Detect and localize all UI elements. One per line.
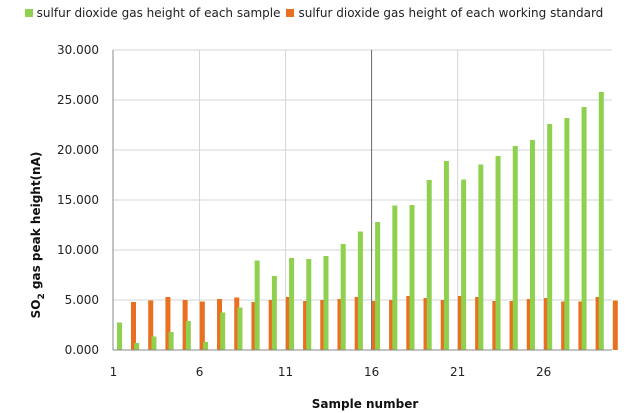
bar-sample [443,161,449,350]
bar-standard [320,300,326,350]
bar-standard [526,299,532,350]
bar-sample [392,205,398,350]
bar-sample [168,332,174,350]
x-tick-label: 26 [536,365,551,379]
bar-sample [426,180,432,350]
bar-standard [406,296,412,350]
bar-standard [165,297,171,350]
bar-standard [251,302,257,350]
bar-sample [461,179,467,350]
bar-sample [512,146,518,350]
x-tick-label: 1 [110,365,118,379]
bar-sample [185,321,191,350]
bar-standard [285,297,291,350]
bar-standard [371,301,377,350]
bar-standard [440,300,446,350]
bar-sample [306,259,312,350]
bar-sample [271,276,277,350]
bar-sample [254,260,260,350]
bar-sample [203,342,209,350]
bar-sample [529,140,535,350]
bar-standard [612,300,618,350]
bar-standard [148,300,154,350]
bar-sample [289,258,295,350]
bar-sample [409,205,415,350]
x-tick-label: 21 [450,365,465,379]
y-tick-label: 5.000 [65,293,99,307]
axes [112,50,612,351]
bar-standard [509,301,515,350]
bar-standard [457,296,463,350]
legend-label-standard: sulfur dioxide gas height of each workin… [298,6,604,20]
bar-standard [423,298,429,350]
bar-sample [220,312,226,350]
bar-standard [492,301,498,350]
y-tick-label: 10.000 [57,243,99,257]
x-tick-label: 6 [196,365,204,379]
y-axis-title: SO2 gas peak height(nA) [29,152,47,319]
legend-swatch-sample [24,9,33,17]
bar-standard [217,299,223,350]
bar-standard [337,299,343,350]
legend-item-sample: sulfur dioxide gas height of each sample [24,6,281,20]
bar-sample [598,92,604,350]
bar-sample [117,322,122,350]
y-tick-label: 30.000 [57,43,99,57]
bar-sample [151,336,157,350]
bar-sample [564,118,570,350]
bar-standard [234,297,240,350]
bar-sample [375,222,381,350]
bar-standard [561,301,567,350]
bar-sample [237,307,243,350]
bar-standard [303,301,309,350]
chart-legend: sulfur dioxide gas height of each sample… [0,6,628,20]
y-tick-label: 20.000 [57,143,99,157]
bar-sample [323,256,329,350]
x-tick-label: 11 [278,365,293,379]
x-axis-title: Sample number [312,397,419,411]
y-tick-label: 25.000 [57,93,99,107]
y-tick-label: 0.000 [65,343,99,357]
bar-standard [354,297,360,350]
y-tick-label: 15.000 [57,193,99,207]
bar-sample [478,164,484,350]
bar-standard [475,297,481,350]
bar-sample [495,156,501,350]
legend-label-sample: sulfur dioxide gas height of each sample [36,6,281,20]
bar-standard [543,298,549,350]
bar-standard [199,301,205,350]
bar-sample [547,124,553,350]
bar-standard [578,301,584,350]
bar-standard [268,300,274,350]
bar-sample [357,231,363,350]
bar-sample [340,244,346,350]
bar-standard [595,297,601,350]
bar-standard [389,300,395,350]
bar-standard [131,302,136,350]
bars [117,92,618,350]
legend-item-standard: sulfur dioxide gas height of each workin… [286,6,603,20]
tick-labels: 0.000 5.000 10.000 15.000 20.000 25.000 30.000… [57,43,551,379]
bar-sample [581,107,587,350]
x-tick-label: 16 [364,365,379,379]
legend-swatch-standard [286,9,295,17]
bar-sample [134,343,140,350]
bar-standard [182,300,188,350]
